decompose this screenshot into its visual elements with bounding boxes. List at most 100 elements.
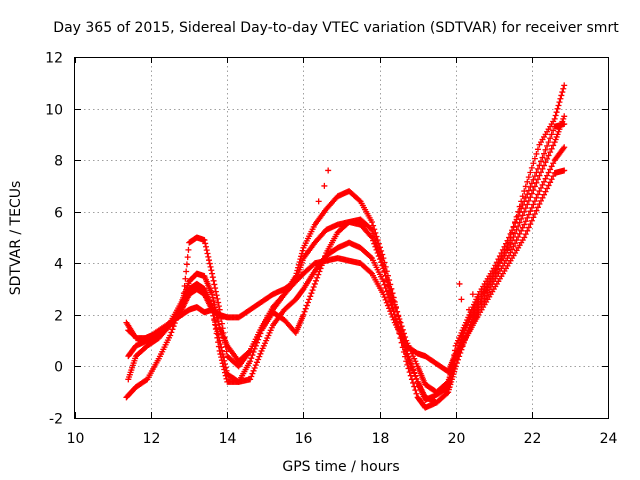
data-point-plus	[207, 263, 214, 270]
data-point-plus	[522, 194, 529, 201]
data-point-plus	[533, 169, 540, 176]
data-point-plus	[460, 339, 467, 346]
data-point-plus	[499, 253, 506, 260]
data-point-plus	[308, 290, 315, 297]
data-point-plus	[534, 191, 541, 198]
data-point-plus	[372, 229, 379, 236]
data-point-plus	[533, 207, 540, 214]
data-point-plus	[368, 219, 375, 226]
data-point-plus	[530, 160, 537, 167]
data-point-plus	[465, 327, 472, 334]
x-tick-label: 14	[219, 431, 237, 447]
y-tick-label: 0	[54, 360, 63, 376]
data-point-plus	[219, 360, 226, 367]
data-point-plus	[247, 358, 254, 365]
data-point-plus	[253, 359, 260, 366]
data-point-plus	[501, 249, 508, 256]
data-point-plus	[379, 251, 386, 258]
data-point-plus	[215, 299, 222, 306]
data-point-plus	[502, 246, 509, 253]
data-point-plus	[315, 271, 322, 278]
x-tick-label: 24	[600, 431, 618, 447]
data-point-plus	[381, 294, 388, 301]
data-point-plus	[456, 353, 463, 360]
data-point-plus	[519, 202, 526, 209]
data-point-plus	[249, 370, 256, 377]
data-point-plus	[510, 243, 517, 250]
data-point-plus	[169, 326, 176, 333]
data-point-plus	[413, 390, 420, 397]
data-point-plus	[524, 214, 531, 221]
data-point-plus	[469, 315, 476, 322]
x-axis-label: GPS time / hours	[282, 459, 399, 475]
data-point-plus	[374, 237, 381, 244]
data-point-plus	[380, 255, 387, 262]
data-point-plus	[399, 338, 406, 345]
data-point-plus	[210, 277, 217, 284]
data-point-plus	[531, 155, 538, 162]
data-point-plus	[536, 200, 543, 207]
data-point-plus	[296, 258, 303, 265]
data-point-plus	[211, 317, 218, 324]
x-tick-label: 16	[295, 431, 313, 447]
x-tick-label: 12	[143, 431, 161, 447]
data-point-plus	[458, 346, 465, 353]
data-point-plus	[215, 303, 222, 310]
data-point-plus	[531, 173, 538, 180]
data-point-plus	[297, 256, 304, 263]
data-point-plus	[201, 237, 208, 244]
data-point-plus	[518, 198, 525, 205]
data-point-plus	[221, 366, 228, 373]
data-point-plus	[554, 105, 561, 112]
data-point-plus	[183, 268, 190, 275]
data-point-plus	[325, 167, 332, 174]
data-point-plus	[212, 288, 219, 295]
data-point-plus	[561, 167, 568, 174]
data-point-plus	[321, 182, 328, 189]
data-point-plus	[527, 221, 534, 228]
data-point-plus	[556, 99, 563, 106]
data-point-plus	[492, 262, 499, 269]
data-point-plus	[452, 363, 459, 370]
data-point-plus	[370, 222, 377, 229]
data-point-plus	[390, 294, 397, 301]
data-point-plus	[183, 261, 190, 268]
data-point-plus	[413, 375, 420, 382]
data-point-plus	[318, 262, 325, 269]
data-point-plus	[295, 264, 302, 271]
data-point-plus	[541, 191, 548, 198]
data-point-plus	[534, 204, 541, 211]
data-point-plus	[316, 268, 323, 275]
data-point-plus	[544, 185, 551, 192]
data-point-plus	[167, 332, 174, 339]
data-point-plus	[531, 211, 538, 218]
data-point-plus	[219, 325, 226, 332]
data-point-plus	[216, 306, 223, 313]
data-point-plus	[384, 272, 391, 279]
data-point-plus	[469, 291, 476, 298]
data-point-plus	[544, 155, 551, 162]
data-point-plus	[481, 288, 488, 295]
data-point-plus	[560, 85, 567, 92]
data-point-plus	[304, 299, 311, 306]
data-point-plus	[405, 354, 412, 361]
data-point-plus	[528, 217, 535, 224]
data-point-plus	[473, 314, 480, 321]
data-point-plus	[314, 274, 321, 281]
x-tick-label: 20	[448, 431, 466, 447]
data-point-plus	[392, 303, 399, 310]
data-point-plus	[398, 328, 405, 335]
data-point-plus	[306, 296, 313, 303]
data-point-plus	[301, 308, 308, 315]
data-point-plus	[221, 334, 228, 341]
data-point-plus	[473, 307, 480, 314]
data-point-plus	[403, 358, 410, 365]
data-point-plus	[557, 95, 564, 102]
data-point-plus	[410, 366, 417, 373]
data-point-plus	[299, 247, 306, 254]
data-point-plus	[512, 240, 519, 247]
data-point-plus	[180, 297, 187, 304]
data-point-plus	[216, 347, 223, 354]
data-point-plus	[537, 158, 544, 165]
data-point-plus	[561, 82, 568, 89]
